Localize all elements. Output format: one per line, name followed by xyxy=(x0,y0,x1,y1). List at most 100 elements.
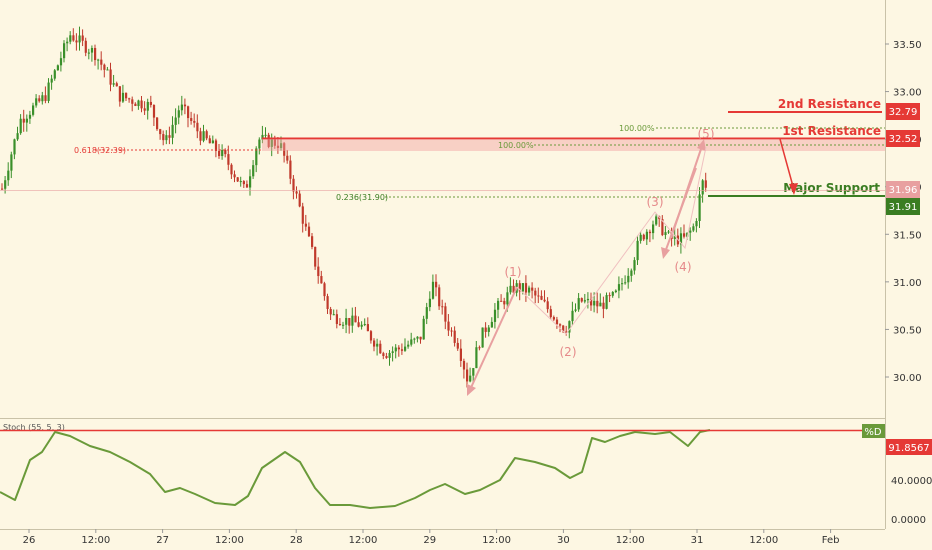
candle-body xyxy=(394,347,397,352)
candle-body xyxy=(224,149,227,155)
candle-body xyxy=(528,287,531,293)
candle-body xyxy=(679,233,683,245)
candle-body xyxy=(156,117,159,130)
candle-body xyxy=(435,281,438,288)
candle-body xyxy=(97,59,100,61)
candle-body xyxy=(407,344,410,347)
candle-body xyxy=(211,140,214,144)
candle-body xyxy=(128,98,131,100)
candle-body xyxy=(112,83,115,85)
candle-body xyxy=(245,184,249,188)
candle-body xyxy=(118,86,121,102)
fib-618-label: 0.618(32.39) xyxy=(74,146,126,155)
candle-body xyxy=(103,64,106,70)
candle-body xyxy=(106,69,109,71)
candle-body xyxy=(586,298,590,301)
ext-100-lower-label: 100.00% xyxy=(498,141,534,150)
candle-body xyxy=(534,290,537,296)
candle-body xyxy=(286,155,289,161)
candle-body xyxy=(549,309,552,318)
candle-body xyxy=(249,176,252,188)
candle-body xyxy=(295,191,298,194)
candle-body xyxy=(35,98,38,106)
candle-body xyxy=(521,283,524,292)
candle-body xyxy=(624,282,627,284)
candle-body xyxy=(373,340,376,347)
price-tick-label: 33.50 xyxy=(893,40,922,51)
major-support-badge-text: 31.91 xyxy=(889,202,918,213)
candle-body xyxy=(596,300,599,307)
candle-body xyxy=(205,131,208,139)
candle-body xyxy=(252,165,255,177)
candle-body xyxy=(459,348,462,361)
wave-label-2: (2) xyxy=(560,345,577,359)
candle-body xyxy=(630,270,633,276)
candle-body xyxy=(314,246,317,267)
candle-body xyxy=(686,232,689,237)
indicator-pane[interactable] xyxy=(0,419,885,529)
stochastic-series xyxy=(0,429,711,509)
candle-body xyxy=(512,285,515,293)
candle-body xyxy=(568,321,571,333)
candle-body xyxy=(165,135,168,141)
candle-body xyxy=(196,122,199,132)
indicator-name[interactable]: Stoch (55, 5, 3) xyxy=(3,423,65,432)
candle-body xyxy=(388,352,391,358)
candle-body xyxy=(180,104,183,111)
candle-body xyxy=(273,139,276,146)
candle-body xyxy=(69,35,72,42)
candle-body xyxy=(276,145,280,148)
wave-label-5: (5) xyxy=(698,127,715,141)
stoch-tick-0: 0.0000 xyxy=(891,515,926,526)
stoch-tick-40: 40.0000 xyxy=(891,476,932,487)
candle-body xyxy=(450,330,453,332)
candle-body xyxy=(599,302,602,307)
support-arrow xyxy=(779,138,795,191)
candle-body xyxy=(84,40,87,53)
candle-body xyxy=(56,65,59,71)
candle-body xyxy=(146,101,149,111)
candle-body xyxy=(478,347,481,349)
price-pane[interactable] xyxy=(0,0,885,418)
candle-body xyxy=(152,104,156,118)
wave-label-4: (4) xyxy=(675,260,692,274)
candle-body xyxy=(611,292,614,296)
candle-body xyxy=(360,324,363,327)
candle-body xyxy=(109,69,112,85)
candle-body xyxy=(267,134,270,147)
candle-body xyxy=(280,143,283,148)
candle-body xyxy=(7,170,10,181)
candle-body xyxy=(509,285,512,293)
candle-body xyxy=(614,290,617,293)
stoch-legend-box[interactable] xyxy=(862,424,885,438)
candle-body xyxy=(230,164,233,175)
candle-body xyxy=(342,324,345,326)
fib-236-label: 0.236(31.90) xyxy=(336,193,388,202)
candle-body xyxy=(593,300,596,306)
candle-body xyxy=(493,309,497,322)
candle-body xyxy=(208,138,211,144)
candle-body xyxy=(81,35,84,41)
time-tick-label: 31 xyxy=(691,535,704,546)
wave-path xyxy=(516,146,707,335)
candle-body xyxy=(419,336,422,340)
first-resistance-label: 1st Resistance xyxy=(782,124,881,138)
candle-body xyxy=(41,95,44,102)
candle-body xyxy=(555,319,559,325)
resistance-zone xyxy=(262,139,885,151)
current-price-badge-text: 31.96 xyxy=(889,185,918,196)
candle-body xyxy=(218,150,221,157)
second-resistance-badge-text: 32.79 xyxy=(889,107,918,118)
candle-body xyxy=(363,324,366,326)
major-support-badge xyxy=(886,198,920,215)
candle-body xyxy=(633,260,636,271)
candle-body xyxy=(484,327,487,332)
candle-body xyxy=(583,300,586,302)
candle-body xyxy=(673,235,676,239)
candle-body xyxy=(94,47,97,61)
candle-body xyxy=(518,283,521,292)
candle-body xyxy=(422,318,425,340)
candle-body xyxy=(404,346,407,351)
stoch-legend-text: %D xyxy=(864,427,882,438)
